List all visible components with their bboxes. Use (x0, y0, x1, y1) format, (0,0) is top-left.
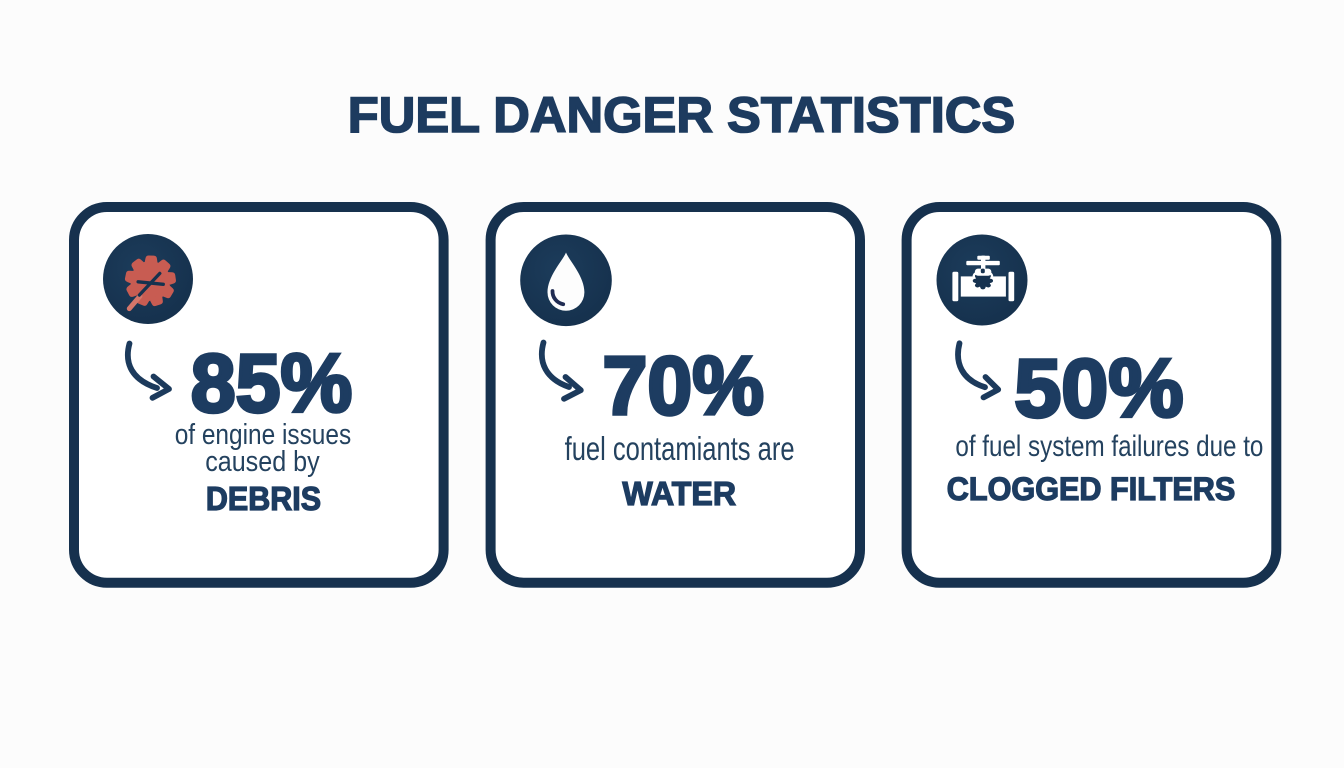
svg-text:FUEL DANGER STATISTICS: FUEL DANGER STATISTICS (348, 87, 1015, 143)
svg-text:DEBRIS: DEBRIS (206, 480, 321, 517)
svg-text:of engine issues: of engine issues (175, 419, 352, 451)
svg-text:caused by: caused by (205, 446, 320, 478)
svg-text:CLOGGED FILTERS: CLOGGED FILTERS (947, 471, 1236, 507)
svg-text:fuel contamiants are: fuel contamiants are (565, 430, 795, 467)
svg-text:50%: 50% (1014, 342, 1183, 435)
svg-text:of fuel system failures due to: of fuel system failures due to (955, 430, 1263, 463)
svg-text:70%: 70% (603, 339, 765, 432)
svg-text:WATER: WATER (622, 475, 736, 512)
svg-text:85%: 85% (191, 337, 352, 430)
